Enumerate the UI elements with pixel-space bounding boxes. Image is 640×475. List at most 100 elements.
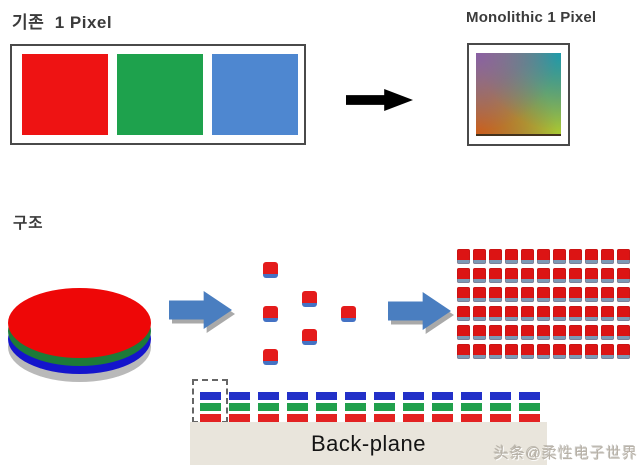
structure-title: 구조 xyxy=(13,215,44,232)
red-bar xyxy=(403,414,424,422)
blue-bar xyxy=(519,392,540,400)
green-bar xyxy=(461,403,482,411)
array-chip xyxy=(585,249,598,264)
green-bar xyxy=(287,403,308,411)
array-chip xyxy=(569,344,582,359)
rgb-pixel-stack xyxy=(490,392,511,422)
rgb-pixel-stack xyxy=(403,392,424,422)
micro-led-chip xyxy=(263,349,278,365)
red-bar xyxy=(519,414,540,422)
red-bar xyxy=(258,414,279,422)
array-chip xyxy=(473,287,486,302)
array-chip xyxy=(617,249,630,264)
array-chip xyxy=(553,287,566,302)
array-chip xyxy=(553,325,566,340)
array-chip xyxy=(457,344,470,359)
array-chip xyxy=(537,325,550,340)
array-chip xyxy=(489,287,502,302)
array-chip xyxy=(473,268,486,283)
monolithic-pixel-box xyxy=(467,43,570,146)
process-arrow-2 xyxy=(388,292,454,334)
green-bar xyxy=(258,403,279,411)
micro-led-chip xyxy=(263,262,278,278)
blue-bar xyxy=(374,392,395,400)
epi-wafer-stack xyxy=(8,288,151,383)
green-bar xyxy=(345,403,366,411)
array-chip xyxy=(521,306,534,321)
blue-bar xyxy=(490,392,511,400)
green-bar xyxy=(316,403,337,411)
array-chip xyxy=(617,325,630,340)
blue-bar xyxy=(461,392,482,400)
array-chip xyxy=(457,268,470,283)
red-bar xyxy=(200,414,221,422)
green-bar xyxy=(519,403,540,411)
array-chip xyxy=(601,344,614,359)
rgb-pixel-stack xyxy=(519,392,540,422)
micro-led-chip xyxy=(302,329,317,345)
monolithic-pixel-title: Monolithic 1 Pixel xyxy=(466,9,597,26)
green-bar xyxy=(374,403,395,411)
array-chip xyxy=(537,344,550,359)
array-chip xyxy=(489,249,502,264)
array-chip xyxy=(489,306,502,321)
array-chip xyxy=(585,268,598,283)
green-bar xyxy=(432,403,453,411)
red-bar xyxy=(229,414,250,422)
array-chip xyxy=(489,344,502,359)
rgb-bar-row xyxy=(200,392,540,422)
array-chip xyxy=(569,287,582,302)
array-chip xyxy=(505,325,518,340)
micro-led-chip xyxy=(341,306,356,322)
red-bar xyxy=(345,414,366,422)
array-chip xyxy=(537,306,550,321)
array-chip xyxy=(521,344,534,359)
micro-led-chip xyxy=(302,291,317,307)
rgb-pixel-stack xyxy=(316,392,337,422)
array-chip xyxy=(457,325,470,340)
red-bar xyxy=(287,414,308,422)
rgb-pixel-stack xyxy=(461,392,482,422)
blue-bar xyxy=(316,392,337,400)
red-bar xyxy=(374,414,395,422)
array-chip xyxy=(553,268,566,283)
green-bar xyxy=(403,403,424,411)
array-chip xyxy=(585,325,598,340)
array-chip xyxy=(553,344,566,359)
array-chip xyxy=(569,268,582,283)
chip-array-grid xyxy=(457,249,630,359)
backplane: Back-plane xyxy=(190,422,547,465)
array-chip xyxy=(521,325,534,340)
array-chip xyxy=(473,249,486,264)
array-chip xyxy=(457,287,470,302)
array-chip xyxy=(569,325,582,340)
array-chip xyxy=(617,306,630,321)
green-bar xyxy=(490,403,511,411)
process-arrow-1 xyxy=(169,291,235,333)
array-chip xyxy=(521,287,534,302)
backplane-label: Back-plane xyxy=(310,430,427,456)
array-chip xyxy=(585,287,598,302)
rgb-pixel-stack xyxy=(432,392,453,422)
array-chip xyxy=(521,249,534,264)
array-chip xyxy=(601,268,614,283)
blue-bar xyxy=(403,392,424,400)
array-chip xyxy=(457,249,470,264)
watermark: 头条@柔性电子世界 xyxy=(493,445,638,462)
blue-bar xyxy=(229,392,250,400)
rgb-pixel-stack xyxy=(345,392,366,422)
conventional-pixel-box xyxy=(10,44,306,145)
array-chip xyxy=(489,325,502,340)
array-chip xyxy=(505,344,518,359)
rgb-pixel-stack xyxy=(374,392,395,422)
array-chip xyxy=(505,287,518,302)
rgb-pixel-stack xyxy=(200,392,221,422)
array-chip xyxy=(569,306,582,321)
array-chip xyxy=(473,344,486,359)
wafer-layer-red-epi xyxy=(8,288,151,358)
array-chip xyxy=(617,268,630,283)
array-chip xyxy=(585,344,598,359)
array-chip xyxy=(601,306,614,321)
array-chip xyxy=(473,325,486,340)
array-chip xyxy=(601,287,614,302)
